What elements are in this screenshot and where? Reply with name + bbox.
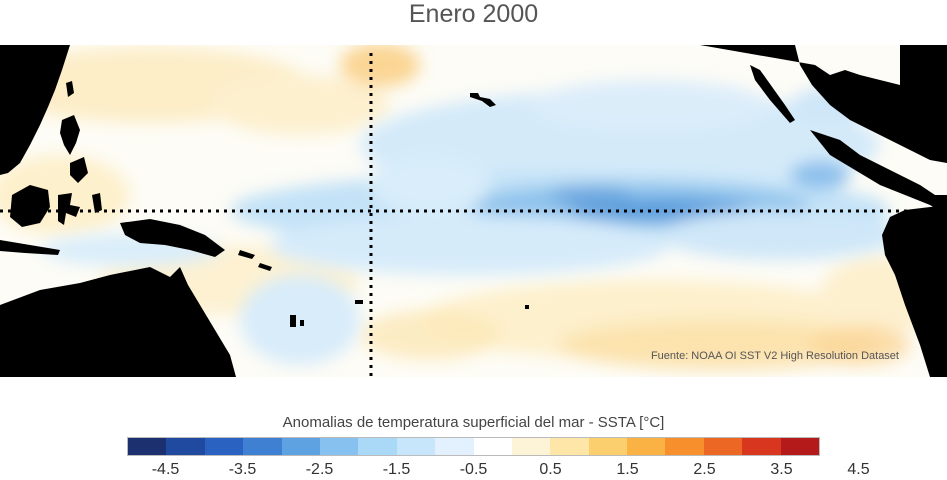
colorbar-tick-label: -2.5 [305, 461, 334, 478]
land-philippines-south [70, 157, 88, 183]
colorbar-swatch [780, 438, 820, 455]
land-north-america [700, 45, 947, 163]
colorbar-swatch [627, 438, 666, 455]
colorbar-swatch [204, 438, 244, 455]
land-australia [0, 267, 236, 377]
colorbar-swatch [511, 438, 551, 455]
land-south-america [882, 205, 947, 377]
colorbar-label: Anomalias de temperatura superficial del… [282, 414, 665, 431]
land-sulawesi [58, 193, 80, 225]
colorbar-swatch [742, 438, 781, 455]
land-asia [0, 45, 70, 175]
colorbar-tick-label: -1.5 [382, 461, 411, 478]
land-baja [750, 65, 795, 123]
colorbar-swatch [166, 438, 205, 455]
ssta-map [0, 45, 947, 377]
colorbar-swatch [319, 438, 359, 455]
colorbar-tick-label: -3.5 [228, 461, 257, 478]
colorbar-tick-label: 1.5 [616, 461, 639, 478]
land-taiwan [66, 81, 74, 97]
land-masses [0, 45, 947, 377]
land-island [355, 300, 363, 304]
land-solomon-2 [258, 263, 272, 271]
land-island [525, 305, 529, 309]
data-source: Fuente: NOAA OI SST V2 High Resolution D… [650, 350, 899, 362]
colorbar-tick-label: 4.5 [847, 461, 870, 478]
land-cuba [880, 115, 935, 127]
colorbar-swatch [281, 438, 320, 455]
colorbar-swatch [243, 438, 282, 455]
land-island [300, 320, 304, 326]
land-moluccas [92, 193, 102, 213]
colorbar-swatch [396, 438, 436, 455]
land-philippines [60, 115, 80, 155]
colorbar-tick-label: -4.5 [151, 461, 180, 478]
colorbar-swatch [435, 438, 474, 455]
colorbar-swatch [550, 438, 589, 455]
land-island [290, 315, 296, 327]
land-new-guinea [120, 219, 225, 257]
colorbar-tick-label: 3.5 [770, 461, 793, 478]
land-solomon [238, 250, 255, 259]
map-title: Enero 2000 [408, 0, 539, 28]
colorbar-tick-label: 0.5 [539, 461, 562, 478]
colorbar-swatch [588, 438, 628, 455]
colorbar-swatch [358, 438, 397, 455]
colorbar-swatch [473, 438, 512, 455]
land-central-america [810, 130, 947, 215]
colorbar [127, 437, 820, 456]
land-java [0, 240, 60, 255]
land-hawaii [470, 93, 496, 107]
colorbar-tick-label: 2.5 [693, 461, 716, 478]
colorbar-swatch [128, 438, 167, 455]
colorbar-swatch [703, 438, 743, 455]
colorbar-swatch [665, 438, 704, 455]
colorbar-tick-label: -0.5 [459, 461, 488, 478]
land-borneo [10, 185, 50, 227]
